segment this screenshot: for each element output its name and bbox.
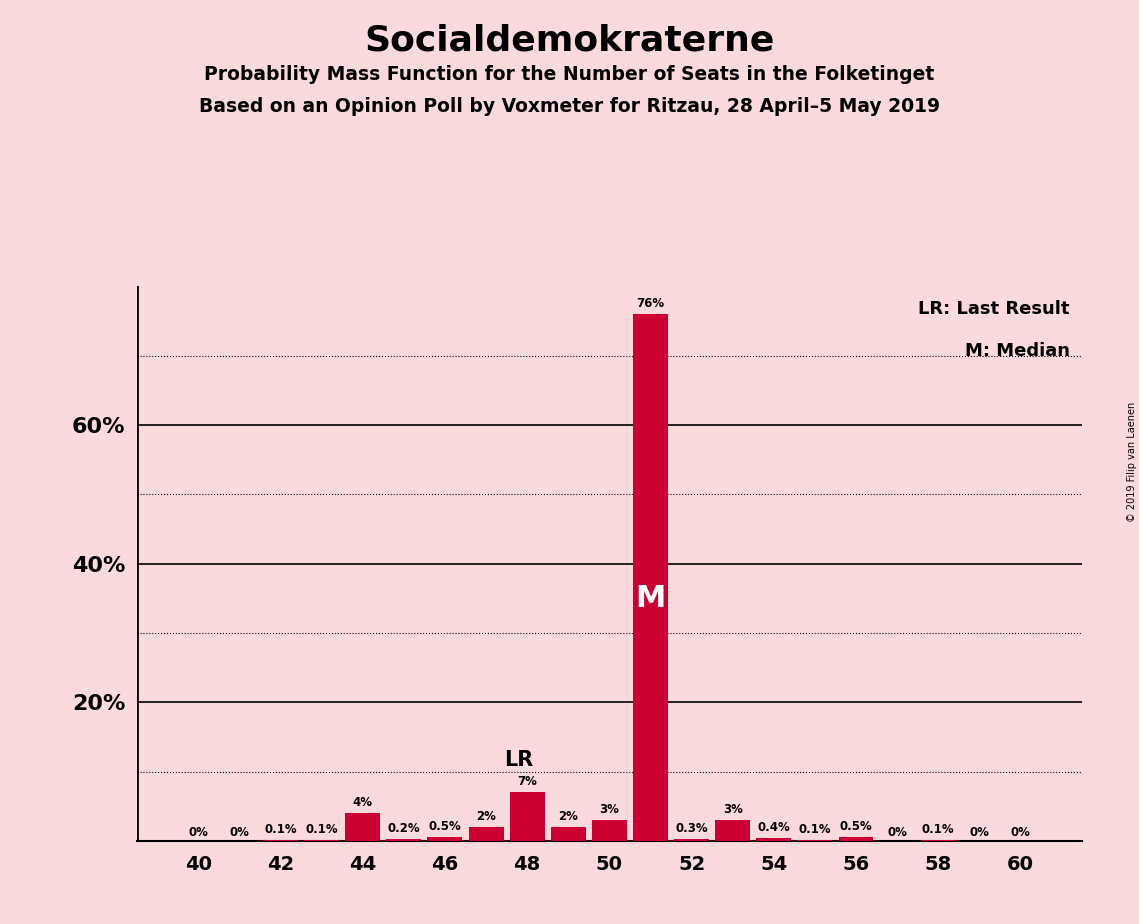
Text: 3%: 3% [723,803,743,816]
Bar [592,821,626,841]
Bar [345,813,380,841]
Text: 4%: 4% [353,796,372,809]
Bar [756,838,792,841]
Text: 0%: 0% [1010,826,1031,839]
Text: 3%: 3% [599,803,620,816]
Text: LR: LR [505,750,533,771]
Bar [715,821,751,841]
Text: 0%: 0% [969,826,990,839]
Text: M: M [636,584,665,613]
Text: M: Median: M: Median [965,342,1070,359]
Text: 0.1%: 0.1% [921,823,954,836]
Text: 76%: 76% [637,297,664,310]
Bar [386,839,421,841]
Text: 0.3%: 0.3% [675,821,707,834]
Text: 0.1%: 0.1% [305,823,338,836]
Text: 2%: 2% [476,809,495,822]
Text: Socialdemokraterne: Socialdemokraterne [364,23,775,57]
Text: 7%: 7% [517,775,538,788]
Bar [838,837,874,841]
Bar [551,827,585,841]
Bar [427,837,462,841]
Text: 0.5%: 0.5% [839,821,872,833]
Bar [509,793,544,841]
Text: Based on an Opinion Poll by Voxmeter for Ritzau, 28 April–5 May 2019: Based on an Opinion Poll by Voxmeter for… [199,97,940,116]
Text: Probability Mass Function for the Number of Seats in the Folketinget: Probability Mass Function for the Number… [204,65,935,84]
Text: © 2019 Filip van Laenen: © 2019 Filip van Laenen [1126,402,1137,522]
Bar [468,827,503,841]
Text: 0%: 0% [188,826,208,839]
Text: LR: Last Result: LR: Last Result [918,300,1070,318]
Text: 2%: 2% [558,809,579,822]
Bar [674,839,710,841]
Text: 0.1%: 0.1% [798,823,831,836]
Text: 0.5%: 0.5% [428,821,461,833]
Text: 0.4%: 0.4% [757,821,790,833]
Text: 0.2%: 0.2% [387,822,420,835]
Text: 0%: 0% [887,826,907,839]
Bar [633,314,667,841]
Text: 0.1%: 0.1% [264,823,297,836]
Text: 0%: 0% [229,826,249,839]
